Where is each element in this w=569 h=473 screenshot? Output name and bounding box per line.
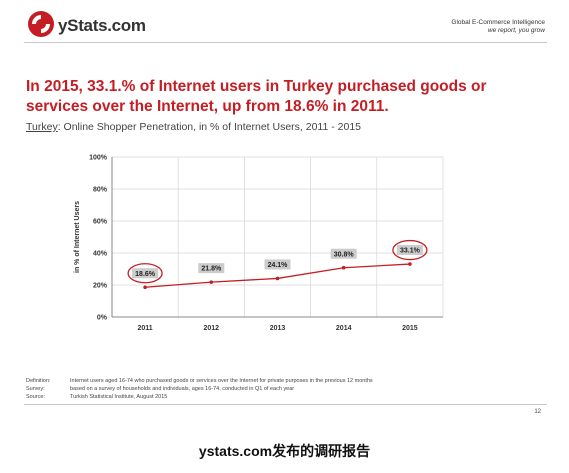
data-label-box xyxy=(264,259,291,270)
highlight-ring xyxy=(127,263,163,284)
footnote-value: Internet users aged 16-74 who purchased … xyxy=(70,378,373,384)
data-label-box xyxy=(132,268,159,279)
footer-divider xyxy=(24,404,547,405)
data-label: 24.1% xyxy=(268,262,289,269)
data-label-box xyxy=(198,263,225,274)
brand-name: yStats.com xyxy=(58,16,146,35)
chart-subtitle: Turkey: Online Shopper Penetration, in %… xyxy=(26,121,361,133)
x-tick-label: 2014 xyxy=(336,325,352,332)
data-label: 33.1% xyxy=(400,248,421,255)
highlight-ring xyxy=(392,239,428,261)
y-tick-label: 40% xyxy=(93,251,108,258)
footnote-row: Source: Turkish Statistical Institute, Au… xyxy=(26,393,373,401)
x-tick-label: 2012 xyxy=(204,325,220,332)
footnote-value: based on a survey of households and indi… xyxy=(70,386,295,392)
footnote-row: Definition: Internet users aged 16-74 who… xyxy=(26,377,373,385)
slide-headline: In 2015, 33.1.% of Internet users in Tur… xyxy=(26,78,487,115)
subtitle-text: : Online Shopper Penetration, in % of In… xyxy=(57,121,362,133)
data-label: 30.8% xyxy=(334,251,355,258)
data-point xyxy=(275,276,280,281)
data-label-box xyxy=(330,248,357,259)
footnote-key: Definition: xyxy=(26,378,51,384)
y-tick-label: 60% xyxy=(93,219,108,226)
slide-header: yStats.com Global E-Commerce Intelligenc… xyxy=(0,0,569,50)
x-tick-label: 2015 xyxy=(402,325,418,332)
footnotes: Definition: Internet users aged 16-74 who… xyxy=(26,377,373,401)
subtitle-country: Turkey xyxy=(26,121,58,133)
footnote-key: Source: xyxy=(26,394,45,400)
tagline-slogan: we report, you grow xyxy=(487,27,545,34)
data-point xyxy=(143,285,147,290)
ystats-logo-icon xyxy=(28,11,54,37)
y-tick-label: 80% xyxy=(93,187,108,194)
x-tick-label: 2011 xyxy=(138,325,153,332)
image-caption: ystats.com发布的调研报告 xyxy=(198,443,371,459)
y-tick-label: 20% xyxy=(93,283,108,290)
data-point xyxy=(341,265,346,270)
report-slide: yStats.com Global E-Commerce Intelligenc… xyxy=(0,0,569,415)
x-tick-label: 2013 xyxy=(270,325,286,332)
y-tick-label: 0% xyxy=(97,315,108,322)
data-label-box xyxy=(396,245,423,256)
page-number: 12 xyxy=(534,409,541,415)
header-divider xyxy=(24,42,547,43)
tagline-title: Global E-Commerce Intelligence xyxy=(451,19,545,26)
footnote-row: Survey: based on a survey of households a… xyxy=(26,385,373,393)
data-point xyxy=(209,280,214,284)
data-label: 21.8% xyxy=(201,266,222,273)
data-point xyxy=(408,262,412,266)
y-tick-label: 100% xyxy=(89,155,108,162)
data-label: 18.6% xyxy=(135,271,156,278)
footnote-value: Turkish Statistical Institute, August 20… xyxy=(70,394,168,400)
line-chart: 0% 20% 40% 60% 80% 100% 2011 2012 2013 2014 2015 in… xyxy=(74,155,444,332)
y-axis-title: in % of Internet Users xyxy=(74,201,81,273)
footnote-key: Survey: xyxy=(26,386,45,392)
